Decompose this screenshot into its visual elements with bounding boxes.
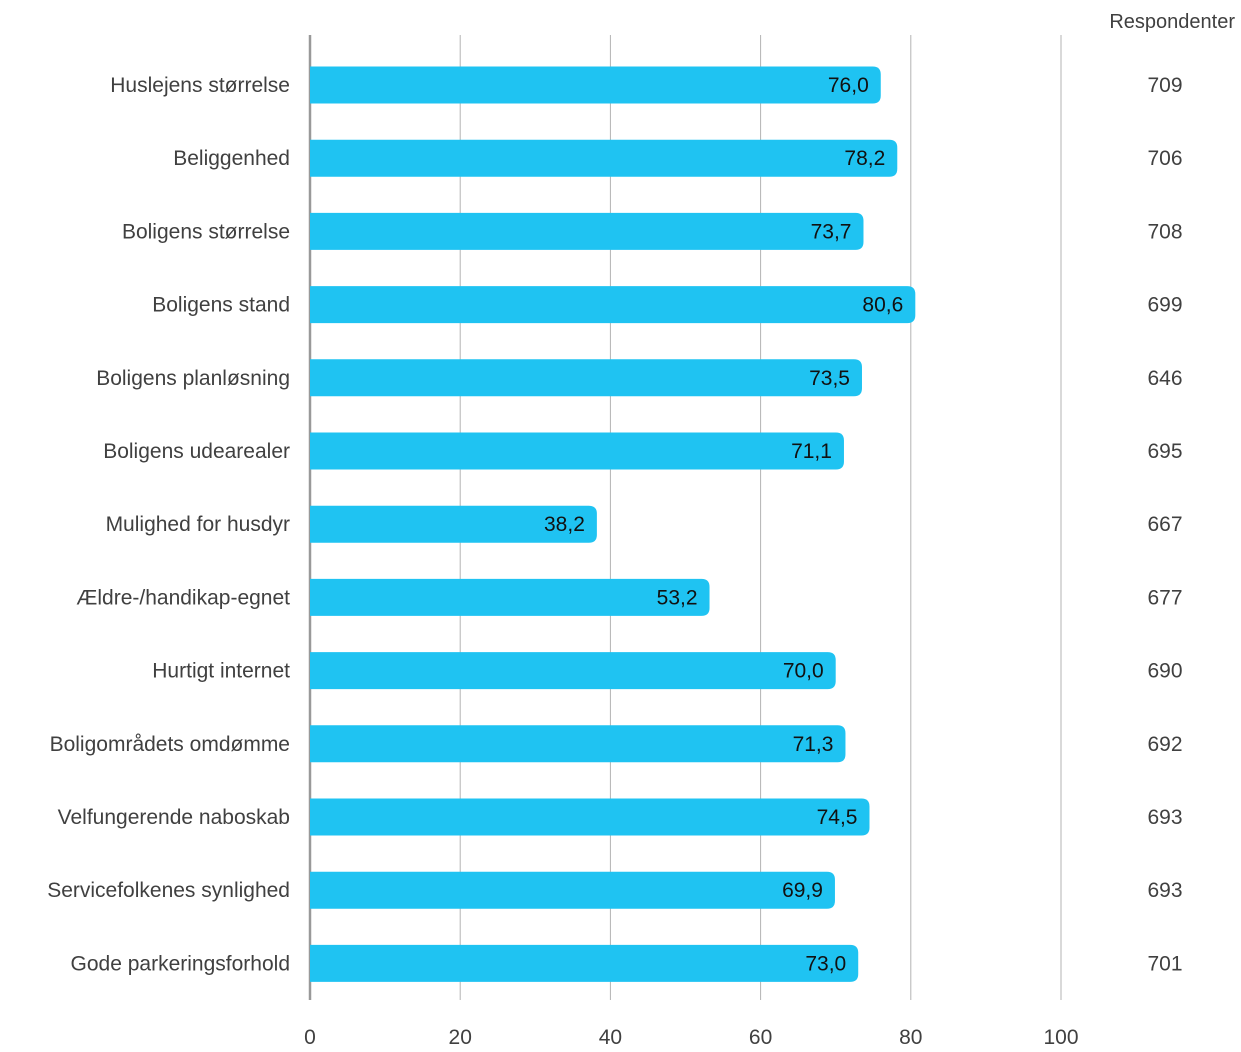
bar-value-label: 53,2: [657, 586, 698, 609]
bar-value-label: 78,2: [844, 147, 885, 170]
respondent-count: 690: [1147, 660, 1182, 683]
category-labels: Huslejens størrelse Beliggenhed Boligens s…: [47, 74, 290, 975]
category-label: Servicefolkenes synlighed: [47, 879, 290, 902]
category-label: Ældre-/handikap-egnet: [76, 586, 290, 609]
bar-value-label: 71,1: [791, 440, 832, 463]
bar-value-label: 73,7: [811, 220, 852, 243]
bar: [310, 286, 916, 324]
x-tick-label: 80: [899, 1026, 922, 1049]
respondent-count: 708: [1147, 220, 1182, 243]
bar-value-labels: 76,0 78,2 73,7 80,6 73,5 71,1 38,2 53,2 70,0 71,3…: [544, 74, 903, 975]
x-tick-label: 100: [1043, 1026, 1078, 1049]
category-label: Boligens planløsning: [96, 367, 290, 390]
respondent-count: 706: [1147, 147, 1182, 170]
category-label: Huslejens størrelse: [110, 74, 290, 97]
category-label: Boligens stand: [152, 294, 290, 317]
bar-value-label: 71,3: [793, 733, 834, 756]
bars: [310, 66, 916, 982]
respondent-count: 646: [1147, 367, 1182, 390]
bar-value-label: 74,5: [817, 806, 858, 829]
bar-value-label: 73,5: [809, 367, 850, 390]
category-label: Beliggenhed: [173, 147, 290, 170]
respondent-values: 709 706 708 699 646 695 667 677 690 692 693 693 701: [1147, 74, 1182, 975]
respondent-count: 693: [1147, 806, 1182, 829]
bar-value-label: 69,9: [782, 879, 823, 902]
bar: [310, 578, 710, 616]
bar: [310, 212, 864, 250]
category-label: Hurtigt internet: [152, 660, 290, 683]
respondent-count: 693: [1147, 879, 1182, 902]
category-label: Boligens udearealer: [103, 440, 290, 463]
category-label: Gode parkeringsforhold: [71, 952, 290, 975]
respondent-count: 695: [1147, 440, 1182, 463]
respondent-count: 677: [1147, 586, 1182, 609]
bar: [310, 432, 844, 470]
bar-value-label: 38,2: [544, 513, 585, 536]
bar: [310, 798, 870, 836]
bar-value-label: 70,0: [783, 660, 824, 683]
x-axis-ticks: 0 20 40 60 80 100: [304, 1026, 1078, 1049]
respondent-count: 709: [1147, 74, 1182, 97]
category-label: Velfungerende naboskab: [58, 806, 290, 829]
bar-value-label: 76,0: [828, 74, 869, 97]
x-tick-label: 0: [304, 1026, 316, 1049]
x-tick-label: 20: [449, 1026, 472, 1049]
respondent-count: 701: [1147, 952, 1182, 975]
respondents-header: Respondenter: [1109, 11, 1235, 33]
bar-value-label: 80,6: [862, 294, 903, 317]
bar: [310, 871, 835, 909]
bar: [310, 66, 881, 104]
bar: [310, 725, 846, 763]
respondent-count: 667: [1147, 513, 1182, 536]
bar: [310, 652, 836, 690]
category-label: Boligområdets omdømme: [50, 733, 290, 756]
bar: [310, 139, 898, 177]
bar: [310, 359, 862, 397]
x-tick-label: 40: [599, 1026, 622, 1049]
respondent-count: 699: [1147, 294, 1182, 317]
category-label: Boligens størrelse: [122, 220, 290, 243]
bar: [310, 944, 859, 982]
category-label: Mulighed for husdyr: [106, 513, 290, 536]
bar-value-label: 73,0: [805, 952, 846, 975]
respondent-count: 692: [1147, 733, 1182, 756]
bar: [310, 505, 597, 543]
x-tick-label: 60: [749, 1026, 772, 1049]
